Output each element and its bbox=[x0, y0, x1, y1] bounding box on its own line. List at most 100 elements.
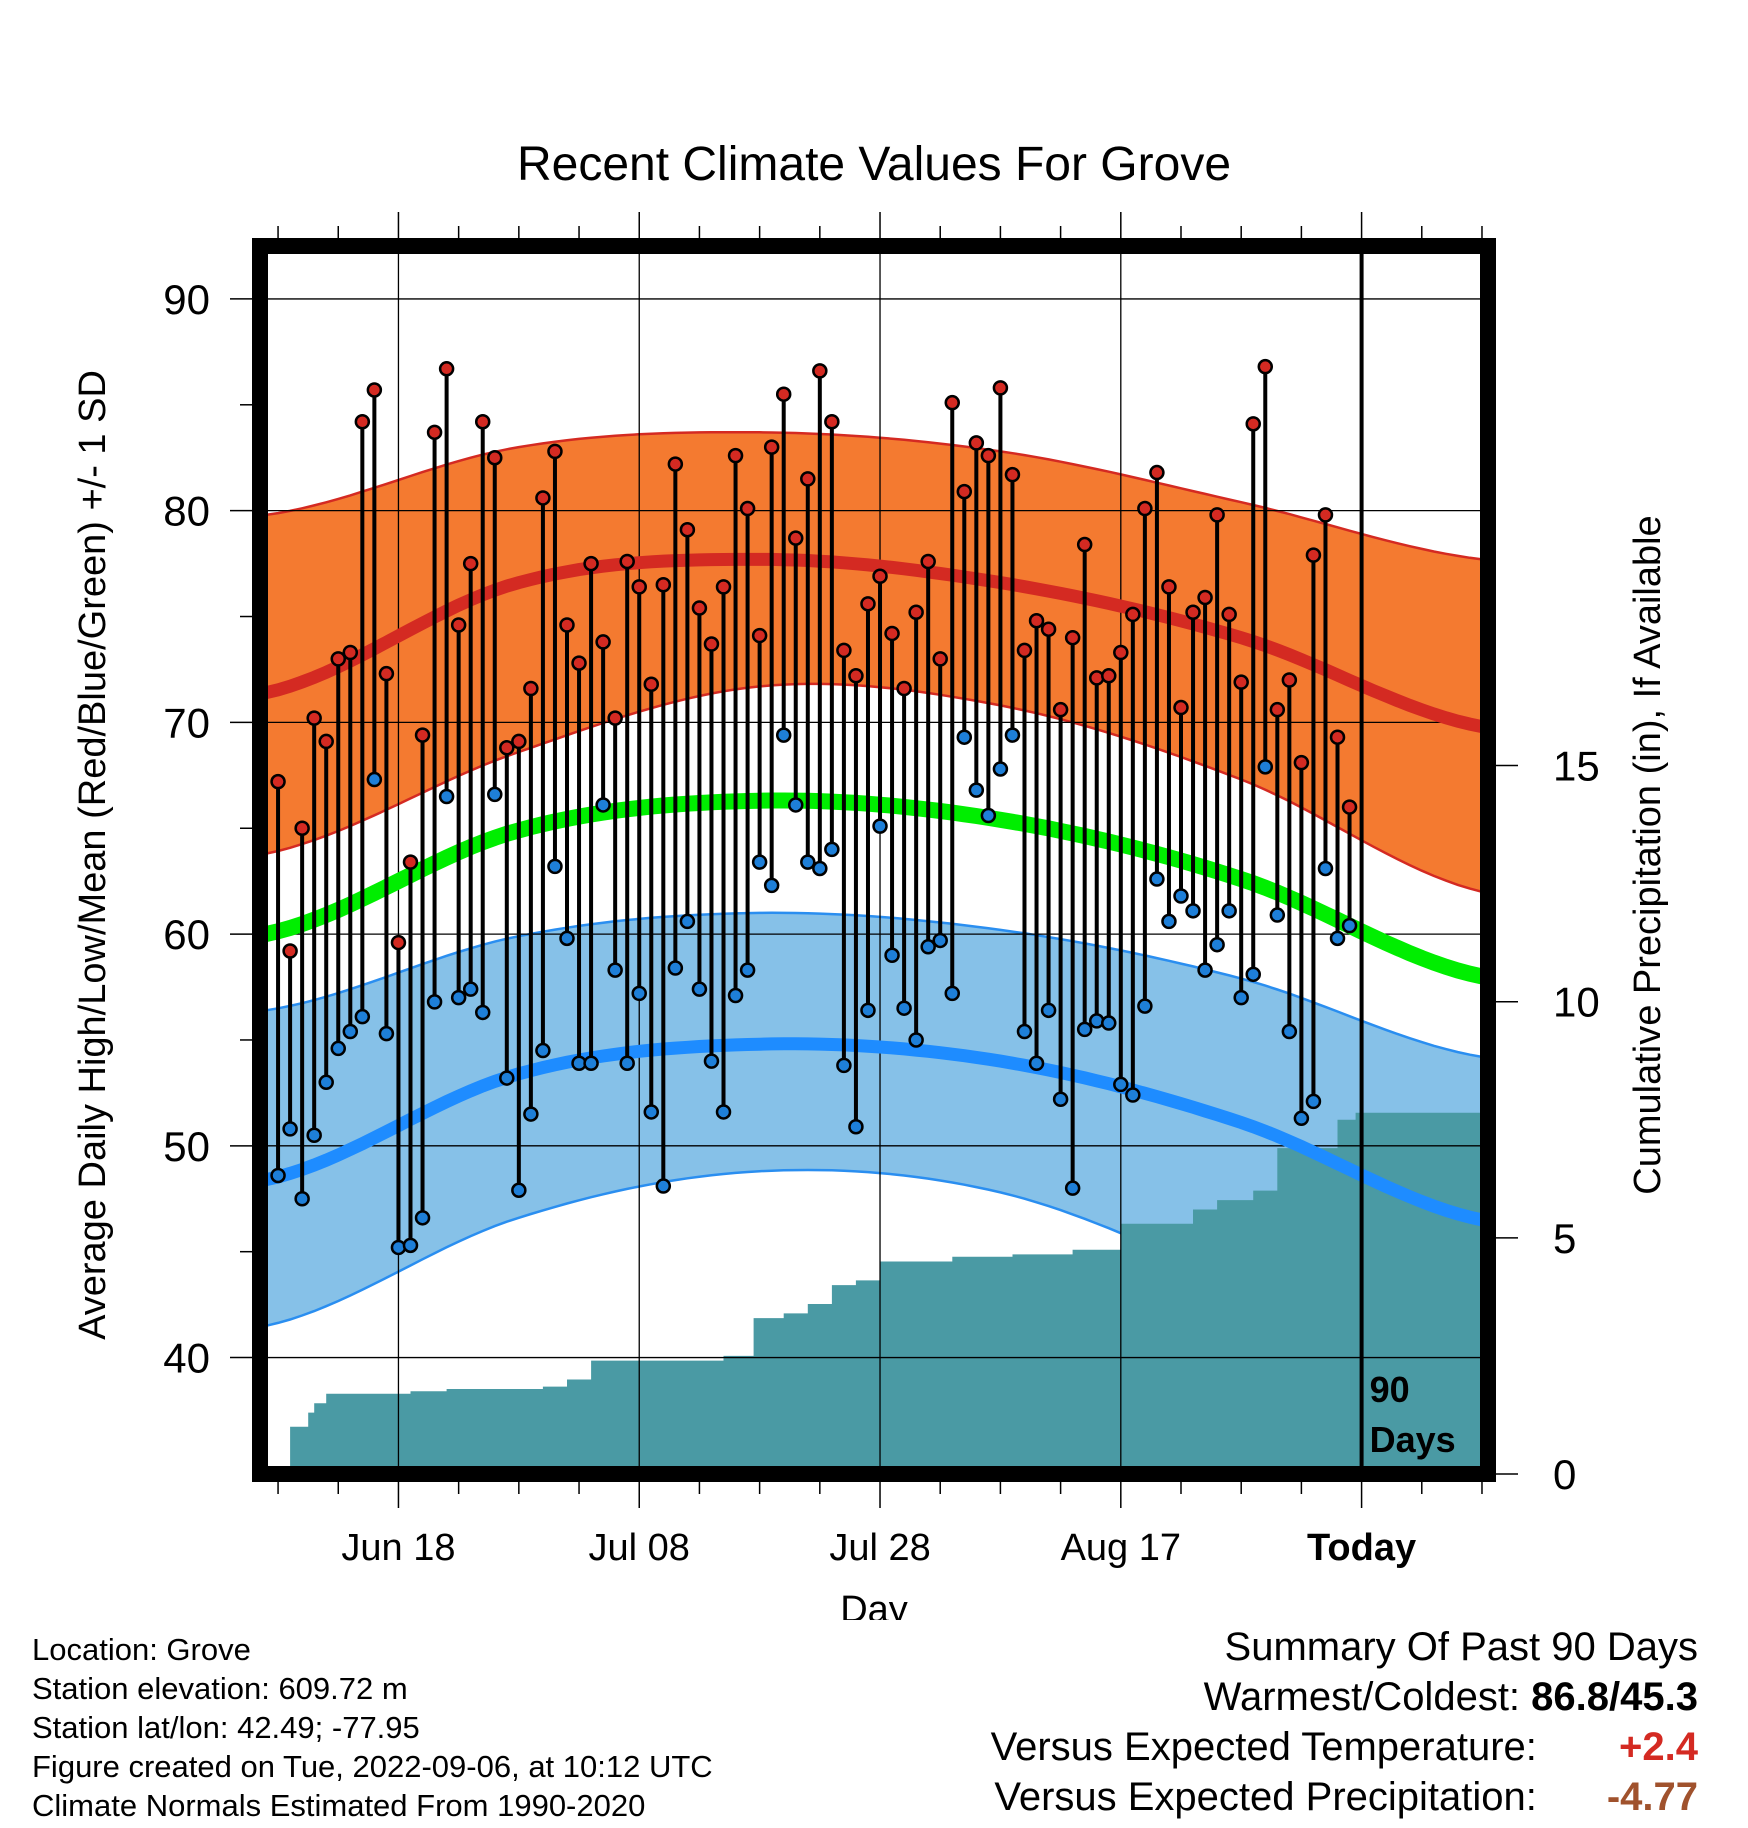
daily-high-point bbox=[775, 386, 792, 402]
daily-low-point bbox=[1257, 759, 1274, 775]
daily-high-point bbox=[499, 740, 515, 756]
low-sd-band bbox=[266, 912, 1482, 1400]
daily-low-point bbox=[679, 913, 696, 930]
daily-low-point bbox=[1125, 1087, 1141, 1103]
daily-high-point bbox=[438, 361, 455, 377]
location-text: Location: Grove bbox=[32, 1632, 251, 1667]
daily-low-point bbox=[619, 1055, 635, 1072]
summary-title: Summary Of Past 90 Days bbox=[1224, 1625, 1698, 1669]
summary-panel: Summary Of Past 90 Days Warmest/Coldest:… bbox=[991, 1622, 1698, 1822]
daily-high-point bbox=[1016, 642, 1033, 659]
daily-low-point bbox=[1052, 1091, 1069, 1107]
daily-high-point bbox=[1221, 606, 1237, 623]
daily-low-point bbox=[499, 1070, 515, 1086]
daily-low-point bbox=[1245, 966, 1261, 983]
daily-low-point bbox=[1233, 989, 1249, 1006]
daily-low-point bbox=[1016, 1023, 1033, 1040]
x-tick-label: Today bbox=[1307, 1527, 1416, 1569]
daily-low-point bbox=[824, 841, 840, 858]
elevation-text: Station elevation: 609.72 m bbox=[32, 1671, 408, 1706]
axes: 40 50 60 70 80 90 0 5 10 15 Jun 18 Jul 08 Jul 28 Aug … bbox=[163, 212, 1600, 1569]
x-axis-label: Day bbox=[840, 1589, 908, 1620]
daily-low-point bbox=[812, 860, 828, 877]
cumulative-precip-area bbox=[284, 1112, 1488, 1474]
daily-high-point bbox=[366, 382, 383, 398]
daily-low-point bbox=[944, 985, 961, 1002]
daily-high-point bbox=[956, 483, 973, 500]
daily-low-point bbox=[836, 1057, 852, 1074]
daily-high-point bbox=[1040, 621, 1057, 637]
daily-low-point bbox=[884, 947, 900, 964]
daily-high-point bbox=[1197, 589, 1213, 606]
daily-low-point bbox=[896, 1000, 912, 1016]
daily-low-point bbox=[583, 1055, 599, 1072]
plot-frame bbox=[252, 238, 1496, 1482]
high-sd-band bbox=[266, 432, 1482, 892]
daily-high-point bbox=[715, 579, 732, 595]
daily-low-point bbox=[402, 1237, 419, 1254]
daily-low-point bbox=[330, 1040, 347, 1057]
daily-high-point bbox=[787, 530, 804, 546]
daily-low-point bbox=[1161, 913, 1177, 930]
daily-low-point bbox=[1004, 727, 1021, 743]
daily-high-point bbox=[1281, 672, 1298, 688]
normal-mean-line bbox=[264, 792, 1484, 985]
daily-high-point bbox=[727, 447, 744, 464]
daily-low-point bbox=[1293, 1110, 1310, 1127]
daily-high-point bbox=[667, 456, 684, 472]
normal-low-line bbox=[264, 1037, 1484, 1227]
daily-low-point bbox=[1040, 1002, 1057, 1019]
daily-high-point bbox=[980, 447, 997, 464]
daily-low-point bbox=[535, 1042, 551, 1059]
daily-high-point bbox=[1101, 668, 1117, 684]
daily-high-point bbox=[318, 733, 334, 750]
daily-low-point bbox=[932, 932, 948, 949]
x-tick-label: Jun 18 bbox=[341, 1527, 455, 1569]
daily-low-point bbox=[920, 939, 936, 955]
daily-low-point bbox=[318, 1074, 334, 1091]
daily-low-point bbox=[1281, 1023, 1298, 1040]
daily-low-point bbox=[270, 1167, 286, 1184]
daily-low-point bbox=[354, 1008, 371, 1025]
warmest-coldest-label: Warmest/Coldest: bbox=[1203, 1675, 1521, 1719]
daily-high-point bbox=[1173, 699, 1189, 716]
daily-high-point bbox=[631, 579, 647, 595]
y-axis-label: Average Daily High/Low/Mean (Red/Blue/Gr… bbox=[72, 370, 114, 1340]
daily-high-point bbox=[595, 634, 611, 650]
daily-high-point bbox=[270, 773, 286, 790]
x-tick-label: Jul 08 bbox=[589, 1527, 690, 1569]
daily-low-point bbox=[1173, 888, 1189, 904]
climate-chart: Recent Climate Values For Grove 90 Days 4… bbox=[72, 138, 1669, 1620]
daily-high-point bbox=[462, 555, 479, 572]
daily-low-point bbox=[462, 981, 479, 997]
daily-low-point bbox=[378, 1025, 395, 1042]
y2-tick-label: 15 bbox=[1553, 743, 1600, 790]
daily-low-point bbox=[438, 788, 455, 805]
daily-high-point bbox=[378, 665, 395, 682]
high-sd-band-upper-edge bbox=[265, 430, 1483, 561]
daily-low-point bbox=[872, 818, 888, 834]
daily-low-point bbox=[282, 1121, 298, 1137]
daily-high-point bbox=[812, 363, 828, 379]
daily-high-point bbox=[1161, 579, 1177, 595]
precip-departure-value: -4.77 bbox=[1606, 1775, 1698, 1819]
warmest-coldest-value: 86.8/45.3 bbox=[1531, 1675, 1698, 1719]
daily-high-point bbox=[282, 943, 298, 959]
daily-low-point bbox=[992, 761, 1009, 777]
daily-low-point bbox=[727, 987, 744, 1004]
daily-high-point bbox=[306, 710, 322, 726]
daily-high-point bbox=[390, 934, 407, 951]
daily-high-point bbox=[1028, 613, 1045, 629]
daily-low-point bbox=[800, 854, 816, 870]
daily-low-point bbox=[980, 807, 997, 824]
daily-low-point bbox=[643, 1104, 660, 1120]
daily-high-point bbox=[547, 443, 563, 460]
daily-high-point bbox=[414, 727, 431, 743]
daily-high-point bbox=[860, 596, 876, 612]
daily-low-point bbox=[487, 786, 503, 803]
daily-high-point bbox=[920, 553, 936, 570]
daily-low-point bbox=[1113, 1076, 1129, 1093]
daily-low-point bbox=[366, 771, 383, 788]
daily-high-point bbox=[751, 627, 768, 644]
daily-low-point bbox=[426, 994, 443, 1010]
